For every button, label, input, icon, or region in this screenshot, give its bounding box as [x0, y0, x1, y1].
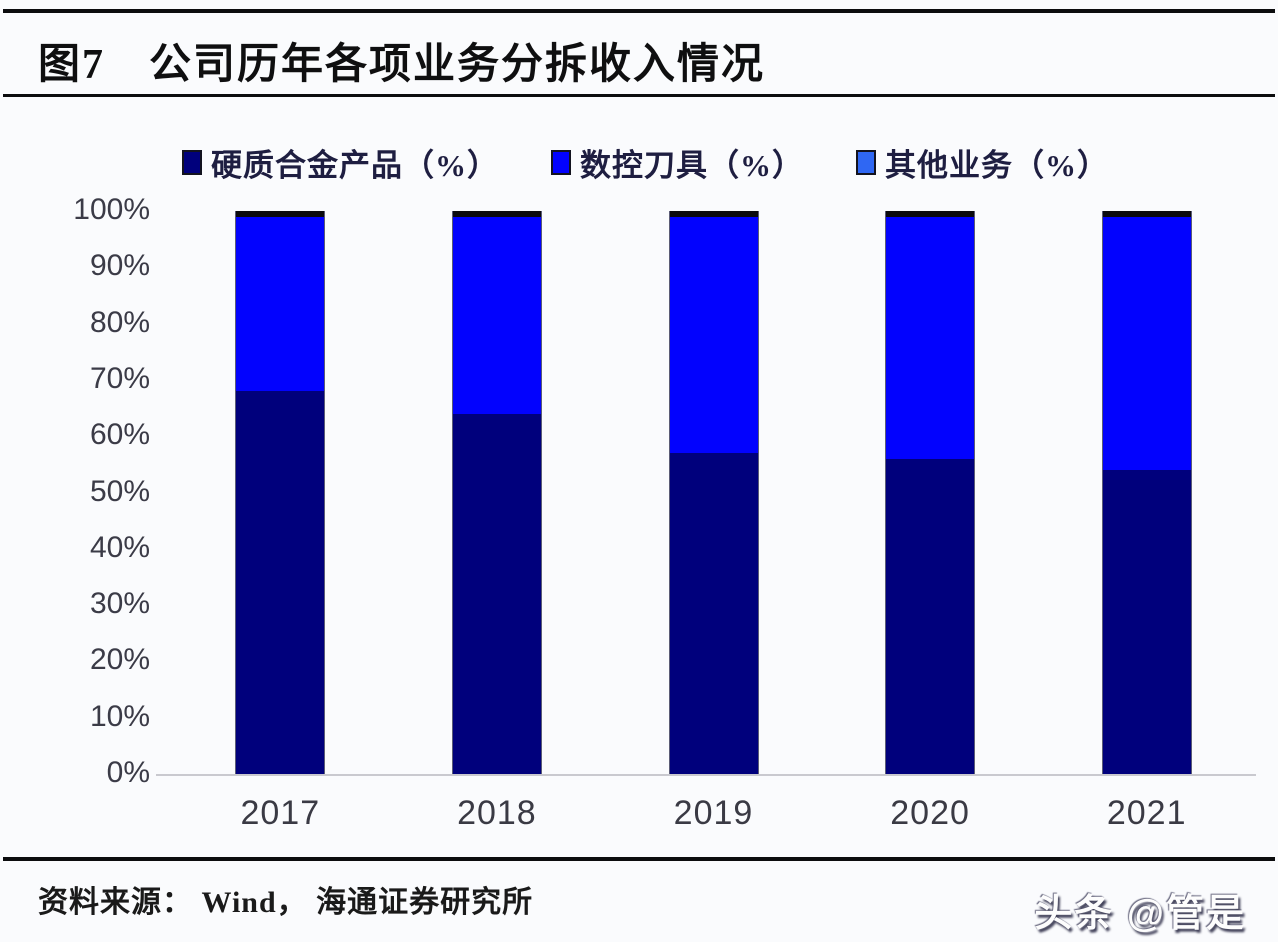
bar-2019: [668, 210, 759, 774]
legend-item: 数控刀具（%）: [551, 140, 804, 185]
bar-segment: [1102, 469, 1191, 774]
x-tick-label: 2020: [890, 794, 970, 832]
y-tick-label: 60%: [89, 418, 150, 452]
figure-title: 图7 公司历年各项业务分拆收入情况: [38, 30, 765, 91]
y-tick-label: 90%: [89, 249, 150, 283]
bar-segment: [669, 216, 758, 454]
source-line: 资料来源： Wind， 海通证券研究所: [38, 877, 533, 921]
bar-segment: [452, 413, 541, 774]
y-tick-label: 70%: [89, 361, 150, 395]
bar-segment: [236, 391, 325, 774]
legend-item: 其他业务（%）: [856, 140, 1109, 185]
figure-number: 图7: [38, 42, 106, 88]
y-tick-label: 80%: [89, 305, 150, 339]
legend-swatch: [551, 150, 571, 175]
toutiao-watermark: 头条 @管是: [1034, 893, 1246, 935]
bar-segment: [669, 210, 758, 217]
bar-segment: [886, 210, 975, 217]
bar-2017: [235, 210, 326, 774]
legend-swatch: [856, 150, 876, 175]
legend-label: 数控刀具（%）: [580, 148, 804, 183]
y-tick-label: 50%: [89, 474, 150, 508]
y-tick-label: 40%: [89, 530, 150, 564]
bar-segment: [1102, 216, 1191, 470]
x-axis: 2017 2018 2019 2020 2021: [172, 794, 1255, 844]
x-tick-label: 2018: [457, 794, 537, 832]
x-tick-label: 2019: [673, 794, 754, 832]
title-bottom-rule: [3, 94, 1275, 97]
chart-legend: 硬质合金产品（%） 数控刀具（%） 其他业务（%）: [182, 140, 1109, 185]
source-label: 资料来源：: [38, 886, 193, 919]
plot-area: [172, 210, 1255, 774]
bar-2018: [451, 210, 542, 774]
legend-swatch: [182, 150, 202, 175]
y-tick-label: 0%: [106, 756, 150, 789]
bar-segment: [886, 458, 975, 774]
y-tick-label: 100%: [73, 193, 150, 226]
legend-label: 硬质合金产品（%）: [211, 148, 499, 183]
y-tick-label: 20%: [89, 643, 150, 677]
bar-2020: [885, 210, 976, 774]
top-rule: [3, 9, 1275, 13]
legend-label: 其他业务（%）: [885, 148, 1109, 183]
x-tick-label: 2021: [1106, 794, 1187, 832]
bar-segment: [236, 216, 325, 392]
y-tick-label: 10%: [89, 699, 150, 733]
legend-item: 硬质合金产品（%）: [182, 140, 499, 185]
y-tick-label: 30%: [89, 587, 150, 621]
bar-segment: [886, 216, 975, 459]
x-axis-line: [156, 774, 1256, 776]
bar-2021: [1101, 210, 1192, 774]
bar-segment: [236, 210, 325, 217]
bar-segment: [452, 210, 541, 217]
bar-segment: [1102, 210, 1191, 217]
figure-title-text: 公司历年各项业务分拆收入情况: [149, 42, 766, 88]
y-axis: 0% 10% 20% 30% 40% 50% 60% 70% 80% 90% 100%: [40, 193, 150, 789]
source-text: Wind， 海通证券研究所: [193, 886, 534, 919]
x-tick-label: 2017: [240, 794, 321, 832]
source-top-rule: [3, 857, 1275, 861]
bar-segment: [452, 216, 541, 414]
bar-segment: [669, 453, 758, 774]
